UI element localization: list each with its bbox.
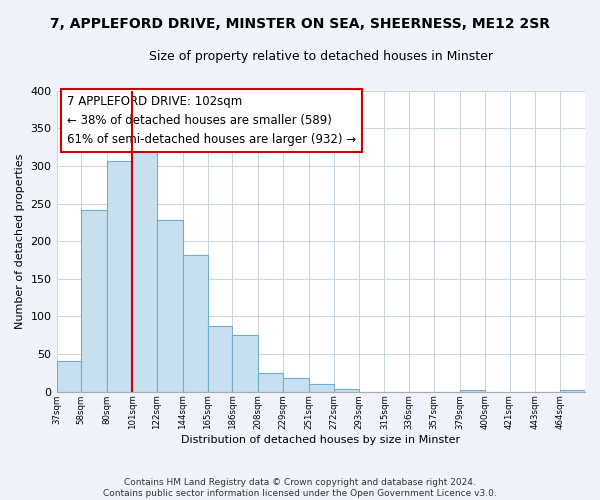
Bar [132, 145, 157, 392]
Title: Size of property relative to detached houses in Minster: Size of property relative to detached ho… [149, 50, 493, 63]
Bar [183, 256, 208, 392]
Bar [157, 220, 183, 392]
Bar [208, 326, 232, 392]
Text: Contains HM Land Registry data © Crown copyright and database right 2024.
Contai: Contains HM Land Registry data © Crown c… [103, 478, 497, 498]
Text: 7, APPLEFORD DRIVE, MINSTER ON SEA, SHEERNESS, ME12 2SR: 7, APPLEFORD DRIVE, MINSTER ON SEA, SHEE… [50, 18, 550, 32]
Bar [258, 373, 283, 392]
Bar [232, 336, 258, 392]
Text: 7 APPLEFORD DRIVE: 102sqm
← 38% of detached houses are smaller (589)
61% of semi: 7 APPLEFORD DRIVE: 102sqm ← 38% of detac… [67, 95, 356, 146]
Bar [56, 361, 82, 392]
Bar [107, 162, 132, 392]
Bar [560, 390, 585, 392]
X-axis label: Distribution of detached houses by size in Minster: Distribution of detached houses by size … [181, 435, 460, 445]
Bar [334, 389, 359, 392]
Bar [309, 384, 334, 392]
Bar [283, 378, 309, 392]
Y-axis label: Number of detached properties: Number of detached properties [15, 154, 25, 329]
Bar [460, 390, 485, 392]
Bar [82, 210, 107, 392]
